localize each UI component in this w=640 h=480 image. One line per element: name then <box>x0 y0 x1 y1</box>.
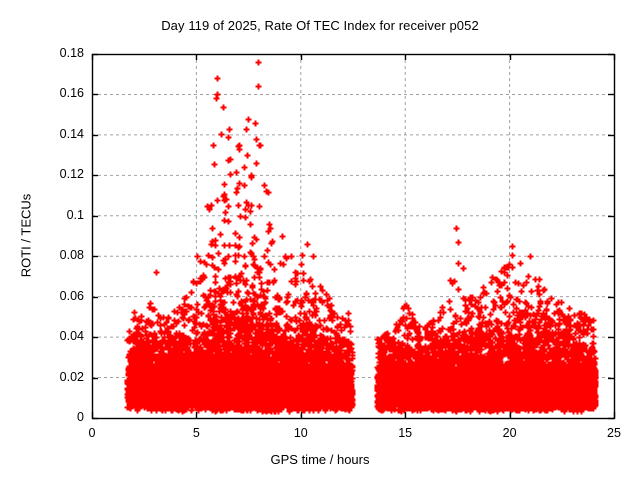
scatter-points <box>124 59 599 415</box>
axes-frame <box>91 53 616 420</box>
y-tick-label: 0.18 <box>59 46 84 60</box>
y-tick-label: 0.12 <box>59 167 84 182</box>
x-tick-label: 5 <box>192 426 200 440</box>
y-tick-label: 0.04 <box>59 329 84 344</box>
y-tick-label: 0 <box>77 410 84 424</box>
x-tick-label: 20 <box>502 426 517 440</box>
y-tick-label: 0.02 <box>59 369 84 384</box>
x-tick-label: 0 <box>88 426 96 440</box>
x-tick-label: 25 <box>607 426 621 440</box>
y-tick-label: 0.08 <box>59 248 84 263</box>
y-tick-label: 0.16 <box>59 86 84 101</box>
x-tick-label: 15 <box>398 426 413 440</box>
x-tick-label: 10 <box>293 426 308 440</box>
y-tick-label: 0.14 <box>59 126 84 141</box>
chart-title: Day 119 of 2025, Rate Of TEC Index for r… <box>161 18 479 33</box>
x-axis-title: GPS time / hours <box>270 452 370 467</box>
y-tick-label: 0.1 <box>66 207 84 222</box>
y-tick-label: 0.06 <box>59 288 84 303</box>
